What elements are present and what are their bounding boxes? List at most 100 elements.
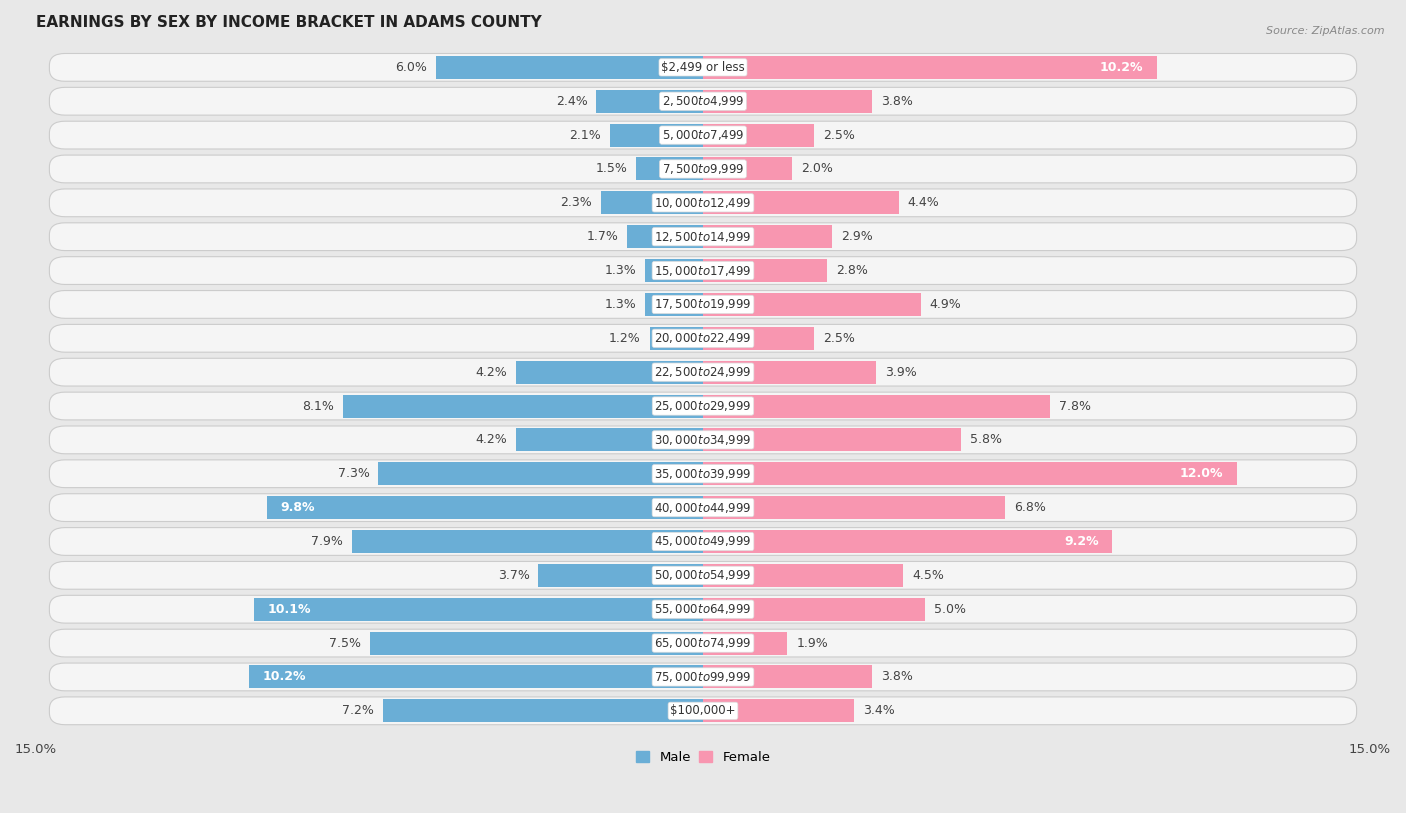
Bar: [637, 158, 703, 180]
Legend: Male, Female: Male, Female: [630, 746, 776, 769]
Text: 2.9%: 2.9%: [841, 230, 873, 243]
Text: 1.5%: 1.5%: [596, 163, 627, 176]
FancyBboxPatch shape: [49, 189, 1357, 217]
Bar: [436, 56, 703, 79]
Text: $40,000 to $44,999: $40,000 to $44,999: [654, 501, 752, 515]
Bar: [254, 598, 703, 621]
Text: 10.2%: 10.2%: [263, 671, 307, 684]
FancyBboxPatch shape: [49, 87, 1357, 115]
FancyBboxPatch shape: [49, 493, 1357, 521]
Text: 6.8%: 6.8%: [1014, 501, 1046, 514]
Bar: [703, 428, 960, 451]
Bar: [703, 699, 855, 722]
Text: 2.5%: 2.5%: [823, 128, 855, 141]
Bar: [650, 327, 703, 350]
Text: 9.2%: 9.2%: [1064, 535, 1098, 548]
Bar: [516, 428, 703, 451]
Text: $45,000 to $49,999: $45,000 to $49,999: [654, 534, 752, 549]
Text: $2,500 to $4,999: $2,500 to $4,999: [662, 94, 744, 108]
Bar: [703, 191, 898, 215]
Text: $2,499 or less: $2,499 or less: [661, 61, 745, 74]
Text: 2.5%: 2.5%: [823, 332, 855, 345]
Text: 3.4%: 3.4%: [863, 704, 894, 717]
Text: 4.5%: 4.5%: [912, 569, 943, 582]
Text: 3.7%: 3.7%: [498, 569, 530, 582]
Bar: [645, 259, 703, 282]
Bar: [703, 124, 814, 146]
Text: 9.8%: 9.8%: [281, 501, 315, 514]
Bar: [703, 293, 921, 316]
FancyBboxPatch shape: [49, 562, 1357, 589]
FancyBboxPatch shape: [49, 121, 1357, 149]
Text: $12,500 to $14,999: $12,500 to $14,999: [654, 230, 752, 244]
Bar: [703, 89, 872, 113]
FancyBboxPatch shape: [49, 528, 1357, 555]
Text: $30,000 to $34,999: $30,000 to $34,999: [654, 433, 752, 447]
Text: $17,500 to $19,999: $17,500 to $19,999: [654, 298, 752, 311]
Bar: [703, 564, 903, 587]
FancyBboxPatch shape: [49, 697, 1357, 724]
Bar: [703, 463, 1236, 485]
Text: 2.4%: 2.4%: [555, 95, 588, 108]
Text: 1.9%: 1.9%: [796, 637, 828, 650]
Text: 5.0%: 5.0%: [934, 602, 966, 615]
Text: 10.2%: 10.2%: [1099, 61, 1143, 74]
Text: 7.9%: 7.9%: [311, 535, 343, 548]
Bar: [352, 530, 703, 553]
Bar: [645, 293, 703, 316]
Text: 7.3%: 7.3%: [337, 467, 370, 480]
Text: 1.2%: 1.2%: [609, 332, 641, 345]
FancyBboxPatch shape: [49, 460, 1357, 488]
FancyBboxPatch shape: [49, 629, 1357, 657]
Text: 1.7%: 1.7%: [586, 230, 619, 243]
Text: 4.9%: 4.9%: [929, 298, 962, 311]
Bar: [516, 361, 703, 384]
Text: 12.0%: 12.0%: [1180, 467, 1223, 480]
Text: 2.0%: 2.0%: [801, 163, 832, 176]
FancyBboxPatch shape: [49, 426, 1357, 454]
Text: 7.8%: 7.8%: [1059, 399, 1091, 412]
Bar: [703, 496, 1005, 520]
Text: 4.4%: 4.4%: [907, 196, 939, 209]
FancyBboxPatch shape: [49, 392, 1357, 420]
Bar: [378, 463, 703, 485]
Bar: [703, 598, 925, 621]
Text: 3.9%: 3.9%: [886, 366, 917, 379]
FancyBboxPatch shape: [49, 663, 1357, 691]
FancyBboxPatch shape: [49, 155, 1357, 183]
Text: 1.3%: 1.3%: [605, 298, 637, 311]
FancyBboxPatch shape: [49, 257, 1357, 285]
Text: 8.1%: 8.1%: [302, 399, 335, 412]
Bar: [703, 632, 787, 654]
Bar: [382, 699, 703, 722]
Bar: [703, 327, 814, 350]
Bar: [267, 496, 703, 520]
Text: 4.2%: 4.2%: [475, 366, 508, 379]
Text: $20,000 to $22,499: $20,000 to $22,499: [654, 331, 752, 346]
Text: 4.2%: 4.2%: [475, 433, 508, 446]
FancyBboxPatch shape: [49, 595, 1357, 623]
Bar: [703, 394, 1050, 418]
Text: 2.8%: 2.8%: [837, 264, 869, 277]
Text: $100,000+: $100,000+: [671, 704, 735, 717]
FancyBboxPatch shape: [49, 290, 1357, 319]
Text: Source: ZipAtlas.com: Source: ZipAtlas.com: [1267, 26, 1385, 36]
Text: 2.1%: 2.1%: [569, 128, 600, 141]
Text: $7,500 to $9,999: $7,500 to $9,999: [662, 162, 744, 176]
Text: 7.2%: 7.2%: [342, 704, 374, 717]
Bar: [343, 394, 703, 418]
Text: $50,000 to $54,999: $50,000 to $54,999: [654, 568, 752, 582]
Text: 2.3%: 2.3%: [560, 196, 592, 209]
Text: 1.3%: 1.3%: [605, 264, 637, 277]
Bar: [703, 56, 1157, 79]
Bar: [703, 665, 872, 689]
FancyBboxPatch shape: [49, 54, 1357, 81]
FancyBboxPatch shape: [49, 359, 1357, 386]
Text: $22,500 to $24,999: $22,500 to $24,999: [654, 365, 752, 379]
Bar: [703, 225, 832, 248]
Bar: [627, 225, 703, 248]
Text: $10,000 to $12,499: $10,000 to $12,499: [654, 196, 752, 210]
Text: $75,000 to $99,999: $75,000 to $99,999: [654, 670, 752, 684]
Bar: [610, 124, 703, 146]
Bar: [703, 361, 876, 384]
